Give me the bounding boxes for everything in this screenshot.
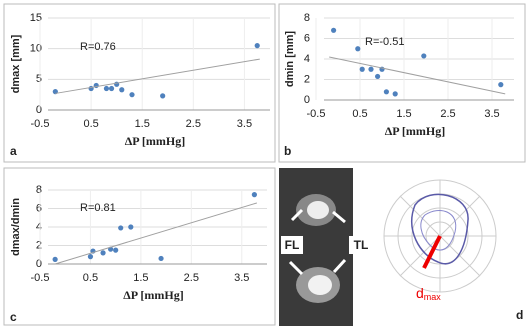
y-tick-label: 0 — [36, 258, 42, 270]
x-axis-label: ΔP [mmHg] — [125, 134, 186, 148]
x-tick-label: 1.5 — [133, 272, 148, 284]
y-tick-label: 4 — [304, 53, 310, 65]
point — [109, 86, 114, 91]
x-tick-label: 3.5 — [234, 272, 249, 284]
y-tick-label: 8 — [304, 12, 310, 24]
point — [119, 87, 124, 92]
image-panel: FL TL dmax d — [279, 168, 523, 326]
point — [368, 67, 373, 72]
y-tick-label: 6 — [304, 32, 310, 44]
point — [393, 91, 398, 96]
y-axis-label: dmax [mm] — [10, 34, 22, 93]
annotation: R=0.81 — [80, 202, 116, 214]
point — [421, 53, 426, 58]
y-tick-label: 4 — [36, 221, 42, 233]
y-tick-label: 0 — [36, 104, 42, 116]
y-tick-label: 5 — [36, 73, 42, 85]
y-axis-label: dmax/dmin — [10, 198, 22, 256]
dmax-main: d — [416, 285, 424, 301]
annotation: R=-0.51 — [365, 36, 404, 48]
panel-letter: d — [516, 308, 523, 322]
x-axis-label: ΔP [mmHg] — [385, 124, 446, 138]
point — [88, 254, 93, 259]
x-tick-label: 0.5 — [352, 108, 367, 120]
panel-letter: a — [10, 144, 17, 158]
polar-contour — [421, 210, 456, 250]
y-tick-label: 0 — [304, 94, 310, 106]
annotation: R=0.76 — [80, 41, 116, 53]
dmax-sub: max — [424, 292, 442, 302]
x-tick-label: 2.5 — [184, 272, 199, 284]
y-tick-label: 6 — [36, 202, 42, 214]
tl-label: TL — [354, 238, 369, 252]
dmax-label: dmax — [416, 285, 441, 303]
x-tick-label: -0.5 — [31, 118, 50, 130]
point — [355, 46, 360, 51]
mri-blob — [308, 275, 332, 295]
y-tick-label: 8 — [36, 184, 42, 196]
x-axis-label: ΔP [mmHg] — [123, 288, 184, 302]
fl-label: FL — [285, 238, 300, 252]
x-tick-label: -0.5 — [307, 108, 326, 120]
x-tick-label: 2.5 — [440, 108, 455, 120]
x-tick-label: 3.5 — [237, 118, 252, 130]
x-tick-label: 1.5 — [135, 118, 150, 130]
point — [113, 248, 118, 253]
mri-blob — [307, 201, 329, 219]
point — [252, 192, 257, 197]
point — [104, 86, 109, 91]
x-tick-label: 1.5 — [396, 108, 411, 120]
point — [375, 74, 380, 79]
x-tick-label: 0.5 — [83, 118, 98, 130]
panel-letter: c — [10, 310, 17, 324]
point — [255, 43, 260, 48]
x-tick-label: -0.5 — [31, 272, 50, 284]
point — [100, 250, 105, 255]
y-axis-label: dmin [mm] — [284, 31, 296, 88]
point — [160, 93, 165, 98]
point — [118, 225, 123, 230]
x-tick-label: 3.5 — [484, 108, 499, 120]
point — [53, 257, 58, 262]
point — [158, 256, 163, 261]
point — [360, 67, 365, 72]
panel-letter: b — [284, 144, 291, 158]
x-tick-label: 2.5 — [186, 118, 201, 130]
y-tick-label: 2 — [36, 239, 42, 251]
point — [384, 89, 389, 94]
point — [128, 224, 133, 229]
x-tick-label: 0.5 — [83, 272, 98, 284]
point — [331, 28, 336, 33]
point — [498, 82, 503, 87]
figure: FL TL dmax d 051015-0.50.51.52.53.5ΔP [m… — [0, 0, 529, 327]
y-tick-label: 2 — [304, 73, 310, 85]
point — [129, 92, 134, 97]
